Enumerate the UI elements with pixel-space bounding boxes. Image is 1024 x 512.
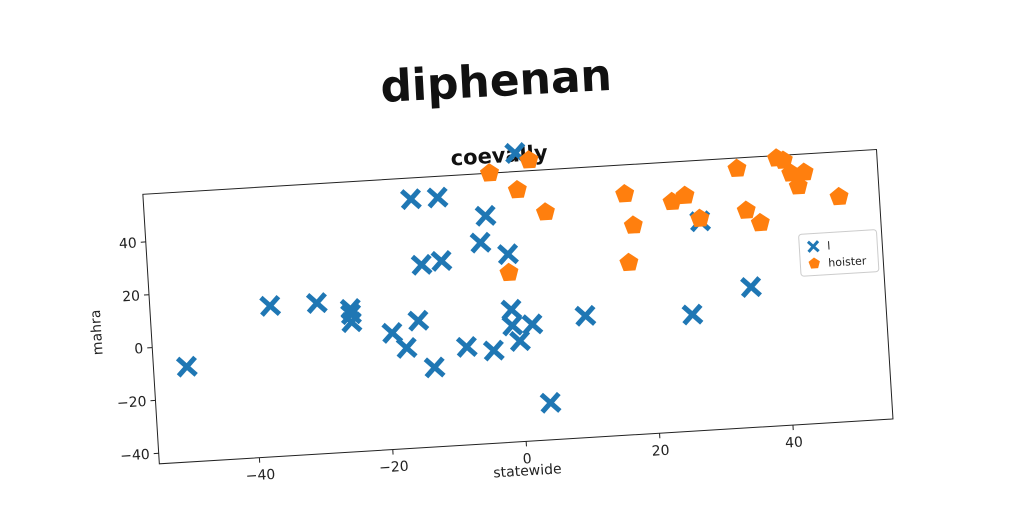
scatter-point-series-1 [535, 202, 555, 221]
data-points [175, 142, 849, 414]
scatter-point-series-1 [750, 212, 770, 232]
axes-ticks: −40 −20 0 20 40 −40 −20 0 20 40 [117, 235, 804, 485]
scatter-point-series-0 [474, 204, 497, 227]
scatter-point-series-0 [574, 304, 597, 327]
scatter-point-series-1 [829, 186, 849, 206]
scatter-point-series-1 [519, 150, 539, 169]
scatter-point-series-0 [339, 297, 362, 320]
scatter-point-series-1 [623, 215, 643, 234]
scatter-point-series-0 [455, 335, 478, 358]
scatter-point-series-0 [482, 339, 505, 362]
scatter-point-series-0 [469, 231, 492, 254]
legend-marker-series-1 [808, 257, 820, 269]
scatter-point-series-0 [410, 253, 433, 276]
legend: l hoister [798, 229, 880, 277]
scatter-point-series-0 [509, 330, 531, 352]
legend-marker-series-0 [806, 240, 820, 253]
scatter-point-series-0 [521, 313, 544, 336]
scatter-point-series-0 [501, 314, 524, 337]
scatter-point-series-0 [681, 303, 704, 326]
y-tick-label: 40 [119, 235, 138, 252]
scatter-point-series-1 [781, 163, 801, 182]
scatter-point-series-0 [497, 243, 519, 266]
scatter-point-series-0 [305, 292, 328, 314]
scatter-point-series-1 [479, 163, 500, 182]
x-tick-label: −40 [245, 467, 275, 485]
scatter-point-series-1 [788, 176, 808, 195]
x-tick-label: −20 [379, 459, 409, 477]
y-tick-label: −20 [117, 394, 147, 412]
legend-box [798, 229, 880, 277]
scatter-point-series-0 [395, 336, 418, 359]
x-tick-label: 0 [522, 451, 532, 468]
scatter-point-series-1 [507, 179, 527, 199]
scatter-point-series-0 [740, 276, 762, 299]
legend-label: hoister [828, 254, 867, 269]
y-tick-label: −40 [120, 447, 150, 465]
scatter-point-series-1 [727, 158, 747, 178]
scatter-point-series-0 [381, 321, 404, 344]
scatter-point-series-1 [675, 185, 695, 205]
scatter-point-series-0 [399, 188, 422, 211]
scatter-point-series-0 [426, 186, 449, 209]
y-tick-label: 20 [122, 288, 141, 305]
scatter-point-series-1 [619, 252, 639, 272]
scatter-point-series-0 [175, 355, 198, 378]
scatter-point-series-0 [430, 249, 453, 272]
y-axis-label: mahra [88, 309, 107, 355]
scatter-point-series-1 [794, 162, 814, 181]
scatter-point-series-1 [773, 150, 793, 169]
scatter-point-series-0 [500, 298, 523, 321]
legend-label: l [827, 239, 831, 252]
scatter-point-series-1 [690, 208, 710, 228]
scatter-point-series-0 [539, 391, 562, 414]
scatter-point-series-1 [499, 262, 519, 282]
x-tick-label: 40 [785, 435, 804, 452]
scatter-point-series-1 [615, 184, 635, 203]
x-axis-label: statewide [493, 461, 562, 481]
y-tick-label: 0 [134, 341, 144, 358]
chart-suptitle: diphenan [379, 50, 613, 113]
scatter-point-series-0 [407, 309, 430, 332]
scatter-point-series-0 [423, 356, 446, 379]
scatter-point-series-1 [736, 200, 756, 219]
scatter-point-series-0 [340, 311, 363, 334]
scatter-point-series-0 [259, 294, 282, 317]
x-tick-label: 20 [651, 443, 670, 460]
